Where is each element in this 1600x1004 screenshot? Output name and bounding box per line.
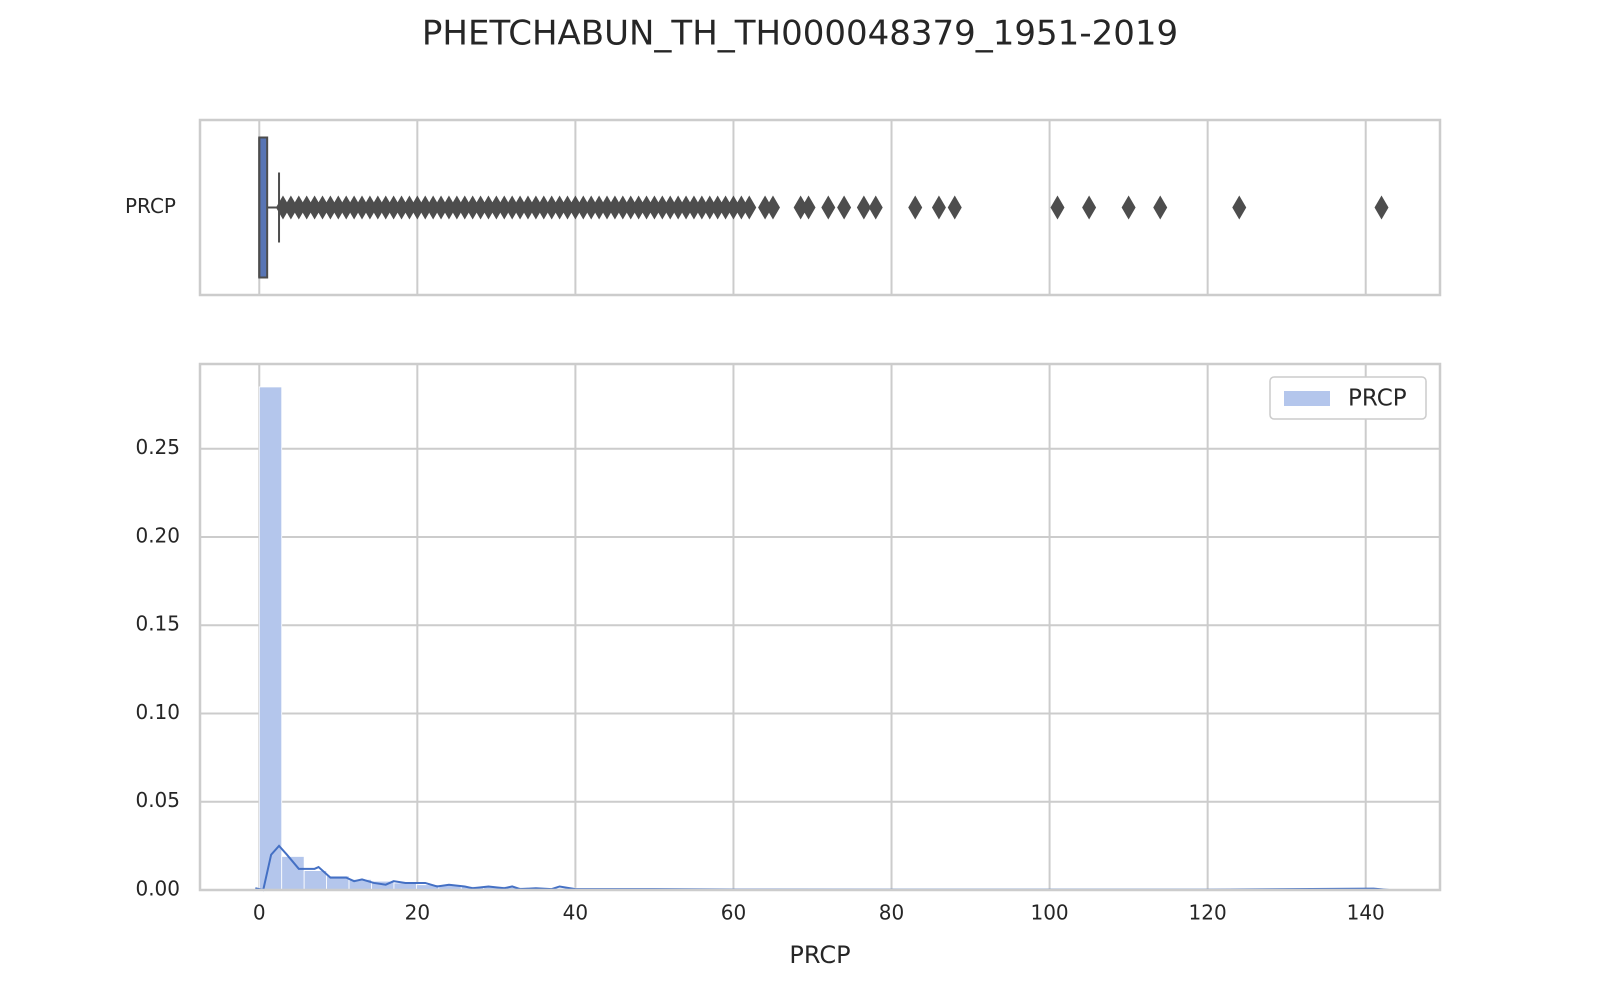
- outlier: [948, 196, 962, 220]
- y-tick-label: 0.20: [135, 523, 180, 547]
- outlier: [1153, 196, 1167, 220]
- legend-label: PRCP: [1348, 386, 1407, 412]
- outlier: [802, 196, 816, 220]
- box: [259, 138, 267, 278]
- y-tick-label: 0.15: [135, 612, 180, 636]
- y-tick-label: PRCP: [125, 194, 176, 218]
- histogram-bar: [304, 871, 326, 890]
- y-tick-label: 0.00: [135, 877, 180, 901]
- outlier: [1082, 196, 1096, 220]
- kde-line: [255, 846, 1389, 890]
- outlier: [869, 196, 883, 220]
- histogram-bar: [259, 387, 281, 890]
- x-tick-label: 100: [1030, 901, 1068, 925]
- y-tick-label: 0.10: [135, 700, 180, 724]
- outlier: [932, 196, 946, 220]
- y-tick-label: 0.25: [135, 435, 180, 459]
- outlier: [766, 196, 780, 220]
- outlier: [821, 196, 835, 220]
- x-tick-label: 40: [563, 901, 588, 925]
- x-axis-label: PRCP: [789, 941, 850, 969]
- x-tick-label: 0: [253, 901, 266, 925]
- x-tick-label: 20: [405, 901, 430, 925]
- x-tick-label: 140: [1347, 901, 1385, 925]
- x-tick-label: 120: [1189, 901, 1227, 925]
- outlier: [1232, 196, 1246, 220]
- outlier: [1050, 196, 1064, 220]
- outlier: [1375, 196, 1389, 220]
- plot-frame: [200, 364, 1440, 890]
- outlier: [837, 196, 851, 220]
- y-tick-label: 0.05: [135, 788, 180, 812]
- x-tick-label: 60: [721, 901, 746, 925]
- x-tick-label: 80: [879, 901, 904, 925]
- chart-title: PHETCHABUN_TH_TH000048379_1951-2019: [422, 14, 1178, 54]
- outlier: [742, 196, 756, 220]
- outlier: [908, 196, 922, 220]
- outlier: [1122, 196, 1136, 220]
- legend-swatch: [1284, 391, 1330, 406]
